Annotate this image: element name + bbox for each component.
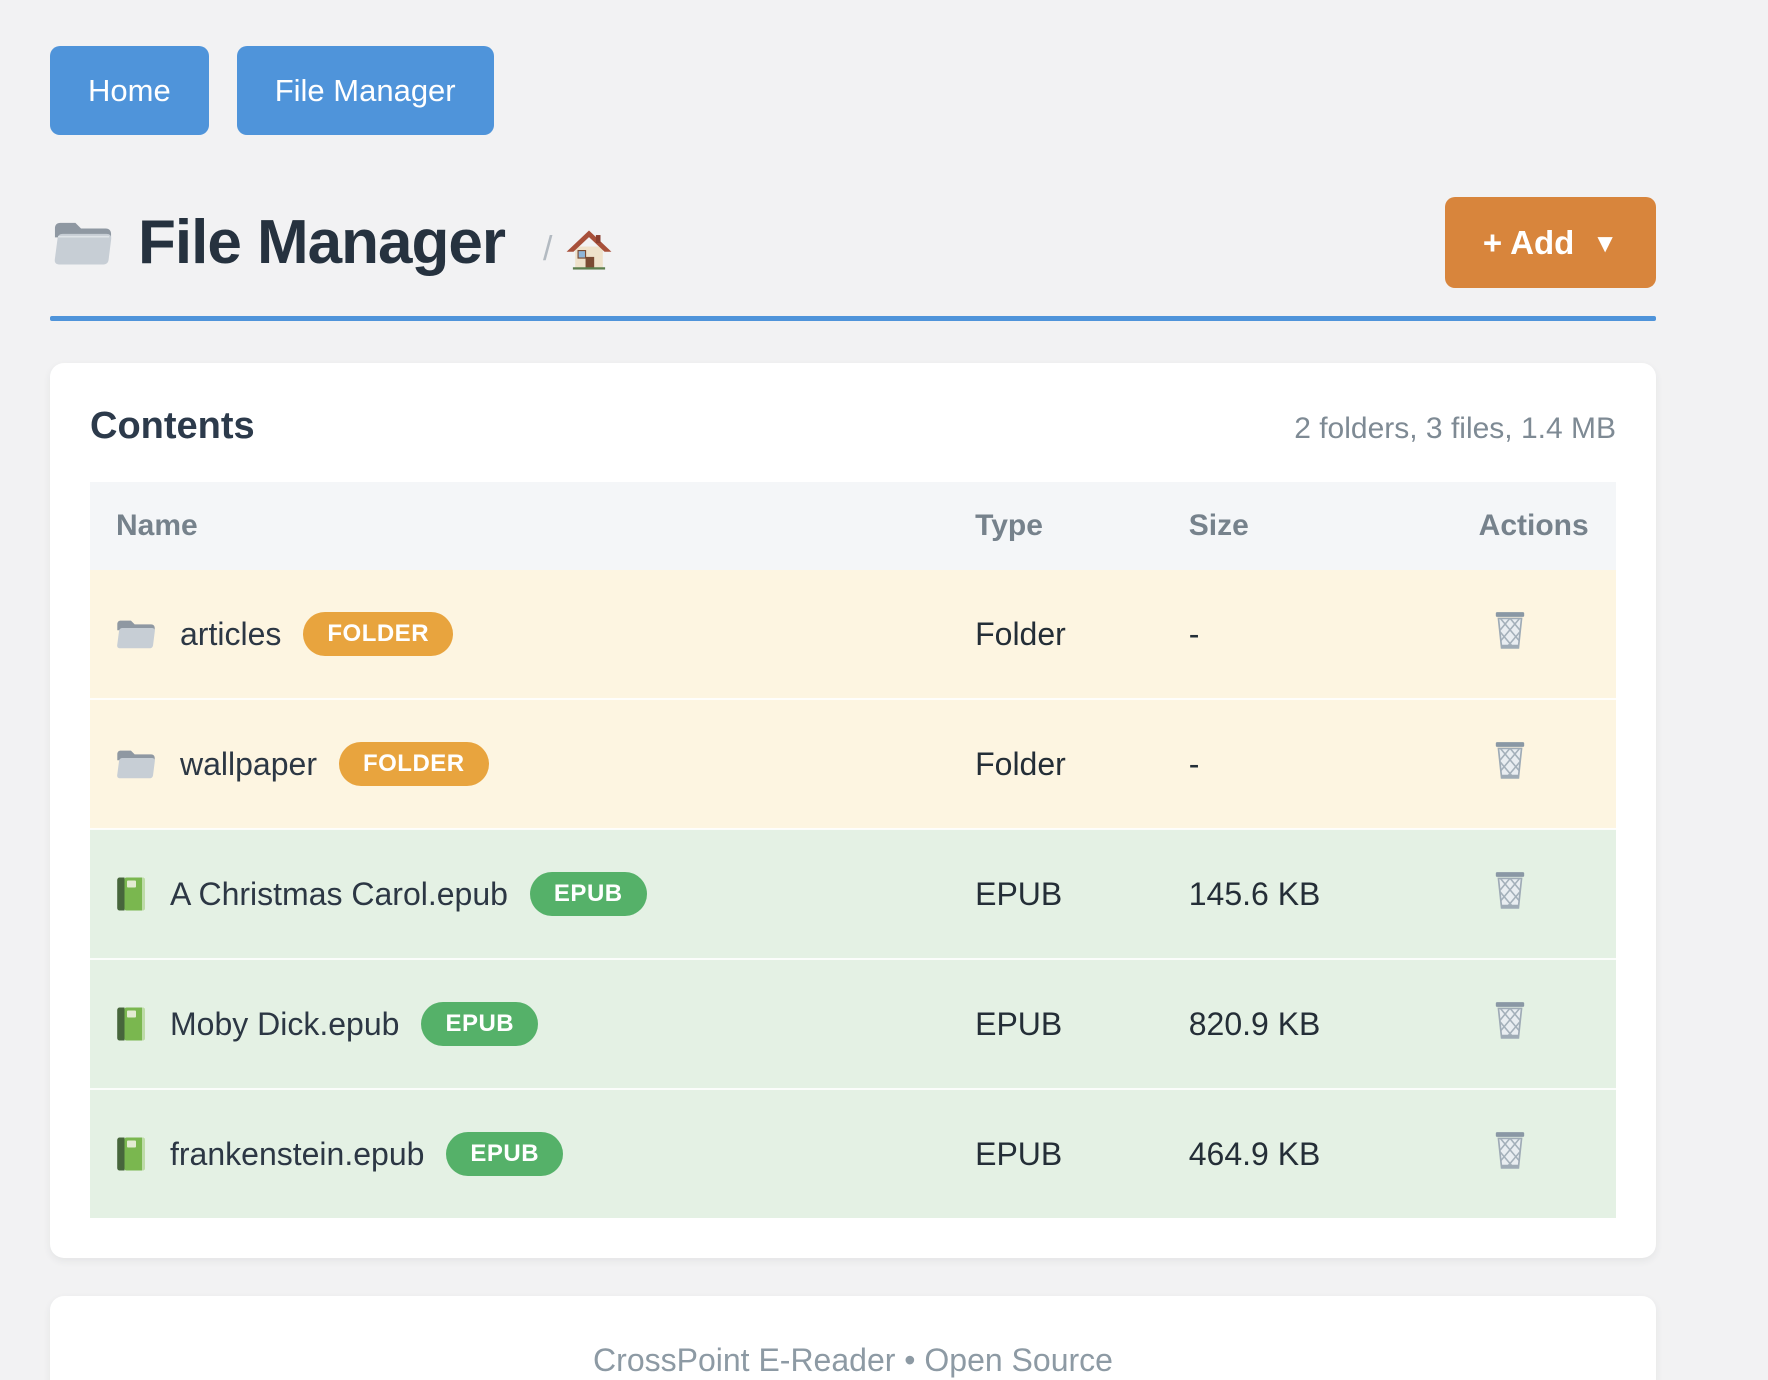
size-cell: 820.9 KB bbox=[1188, 958, 1479, 1089]
trash-icon bbox=[1495, 742, 1524, 779]
files-table: Name Type Size Actions ar bbox=[90, 482, 1616, 1218]
table-row: Moby Dick.epub EPUB EPUB 820.9 KB bbox=[90, 958, 1616, 1089]
column-header-name: Name bbox=[90, 482, 976, 570]
contents-table-body: articles FOLDER Folder - bbox=[90, 570, 1616, 1218]
table-row: wallpaper FOLDER Folder - bbox=[90, 698, 1616, 829]
file-type-badge: FOLDER bbox=[303, 612, 454, 656]
column-header-actions: Actions bbox=[1478, 482, 1616, 570]
folder-icon bbox=[117, 750, 155, 779]
folder-icon bbox=[117, 620, 155, 649]
delete-button[interactable] bbox=[1479, 739, 1529, 781]
file-type-badge: FOLDER bbox=[338, 742, 489, 786]
file-name[interactable]: Moby Dick.epub bbox=[170, 1005, 400, 1042]
title-divider bbox=[50, 316, 1656, 321]
trash-icon bbox=[1495, 612, 1524, 649]
file-manager-button[interactable]: File Manager bbox=[236, 46, 494, 135]
file-type-badge: EPUB bbox=[529, 872, 647, 916]
file-type-badge: EPUB bbox=[421, 1002, 539, 1046]
type-cell: EPUB bbox=[975, 1088, 1189, 1218]
files-table-header: Name Type Size Actions bbox=[90, 482, 1616, 570]
type-cell: Folder bbox=[975, 698, 1189, 829]
file-name[interactable]: articles bbox=[180, 615, 282, 652]
size-cell: - bbox=[1188, 698, 1479, 829]
trash-icon bbox=[1495, 1132, 1524, 1169]
size-cell: 464.9 KB bbox=[1188, 1088, 1479, 1218]
table-row: articles FOLDER Folder - bbox=[90, 570, 1616, 699]
table-row: frankenstein.epub EPUB EPUB 464.9 KB bbox=[90, 1088, 1616, 1218]
column-header-size: Size bbox=[1188, 482, 1479, 570]
book-icon bbox=[117, 877, 145, 911]
table-row: A Christmas Carol.epub EPUB EPUB 145.6 K… bbox=[90, 828, 1616, 959]
trash-icon bbox=[1495, 1002, 1524, 1039]
contents-title: Contents bbox=[90, 405, 255, 447]
chevron-down-icon: ▼ bbox=[1592, 227, 1618, 258]
contents-card: Contents 2 folders, 3 files, 1.4 MB Name… bbox=[50, 363, 1656, 1258]
size-cell: 145.6 KB bbox=[1188, 828, 1479, 959]
title-group: File Manager / bbox=[50, 207, 612, 278]
size-cell: - bbox=[1188, 615, 1200, 652]
top-nav: Home File Manager bbox=[50, 46, 1656, 135]
type-cell: EPUB bbox=[975, 958, 1189, 1089]
file-type-badge: EPUB bbox=[446, 1132, 564, 1176]
add-button-label: + Add bbox=[1482, 224, 1575, 261]
delete-button[interactable] bbox=[1479, 869, 1529, 911]
home-button[interactable]: Home bbox=[50, 46, 209, 135]
folder-title-icon bbox=[54, 222, 112, 264]
column-header-type: Type bbox=[975, 482, 1189, 570]
page-title: File Manager bbox=[138, 208, 506, 277]
page-header: File Manager / + Add ▼ bbox=[50, 197, 1656, 288]
book-icon bbox=[117, 1137, 145, 1171]
footer-text: CrossPoint E-Reader • Open Source bbox=[593, 1342, 1113, 1378]
trash-icon bbox=[1495, 872, 1524, 909]
type-cell: EPUB bbox=[975, 828, 1189, 959]
contents-header: Contents 2 folders, 3 files, 1.4 MB bbox=[90, 405, 1616, 448]
home-icon[interactable] bbox=[566, 229, 612, 271]
file-name[interactable]: wallpaper bbox=[180, 745, 317, 782]
type-cell: Folder bbox=[975, 615, 1066, 652]
delete-button[interactable] bbox=[1479, 1129, 1529, 1171]
add-button[interactable]: + Add ▼ bbox=[1444, 197, 1656, 288]
delete-button[interactable] bbox=[1479, 609, 1529, 651]
breadcrumb: / bbox=[543, 229, 612, 271]
contents-summary: 2 folders, 3 files, 1.4 MB bbox=[1294, 412, 1616, 445]
footer: CrossPoint E-Reader • Open Source bbox=[50, 1296, 1656, 1380]
file-name[interactable]: A Christmas Carol.epub bbox=[170, 875, 508, 912]
breadcrumb-separator: / bbox=[543, 230, 553, 268]
book-icon bbox=[117, 1007, 145, 1041]
delete-button[interactable] bbox=[1479, 999, 1529, 1041]
file-name[interactable]: frankenstein.epub bbox=[170, 1135, 425, 1172]
